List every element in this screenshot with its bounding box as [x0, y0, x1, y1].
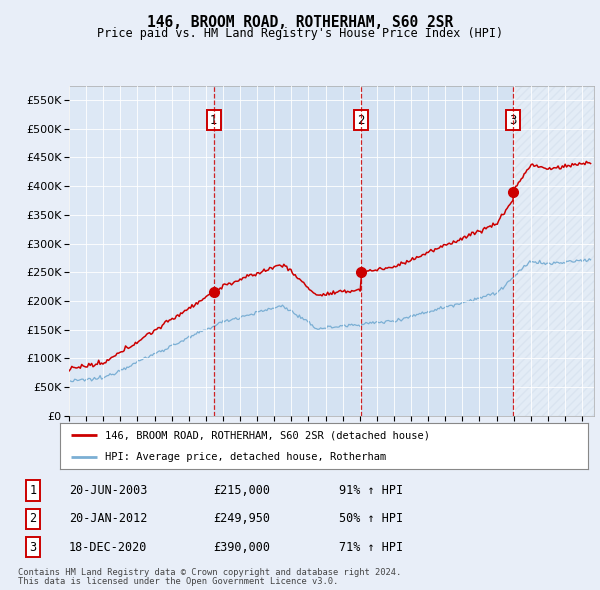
Text: £215,000: £215,000: [213, 484, 270, 497]
Text: 3: 3: [29, 540, 37, 553]
Text: £390,000: £390,000: [213, 540, 270, 553]
Text: 3: 3: [509, 114, 517, 127]
Text: 1: 1: [29, 484, 37, 497]
Text: 20-JUN-2003: 20-JUN-2003: [69, 484, 148, 497]
Text: 91% ↑ HPI: 91% ↑ HPI: [339, 484, 403, 497]
Text: 50% ↑ HPI: 50% ↑ HPI: [339, 512, 403, 525]
Text: 2: 2: [29, 512, 37, 525]
Bar: [214, 86, 361, 416]
Text: 18-DEC-2020: 18-DEC-2020: [69, 540, 148, 553]
Text: Contains HM Land Registry data © Crown copyright and database right 2024.: Contains HM Land Registry data © Crown c…: [18, 568, 401, 577]
Text: 20-JAN-2012: 20-JAN-2012: [69, 512, 148, 525]
Text: £249,950: £249,950: [213, 512, 270, 525]
Bar: [361, 86, 513, 416]
Text: 146, BROOM ROAD, ROTHERHAM, S60 2SR (detached house): 146, BROOM ROAD, ROTHERHAM, S60 2SR (det…: [105, 431, 430, 441]
Text: HPI: Average price, detached house, Rotherham: HPI: Average price, detached house, Roth…: [105, 451, 386, 461]
Text: 1: 1: [210, 114, 217, 127]
Text: This data is licensed under the Open Government Licence v3.0.: This data is licensed under the Open Gov…: [18, 578, 338, 586]
Bar: [513, 86, 594, 416]
Text: 71% ↑ HPI: 71% ↑ HPI: [339, 540, 403, 553]
Text: 146, BROOM ROAD, ROTHERHAM, S60 2SR: 146, BROOM ROAD, ROTHERHAM, S60 2SR: [147, 15, 453, 30]
Text: Price paid vs. HM Land Registry's House Price Index (HPI): Price paid vs. HM Land Registry's House …: [97, 27, 503, 40]
Text: 2: 2: [357, 114, 364, 127]
